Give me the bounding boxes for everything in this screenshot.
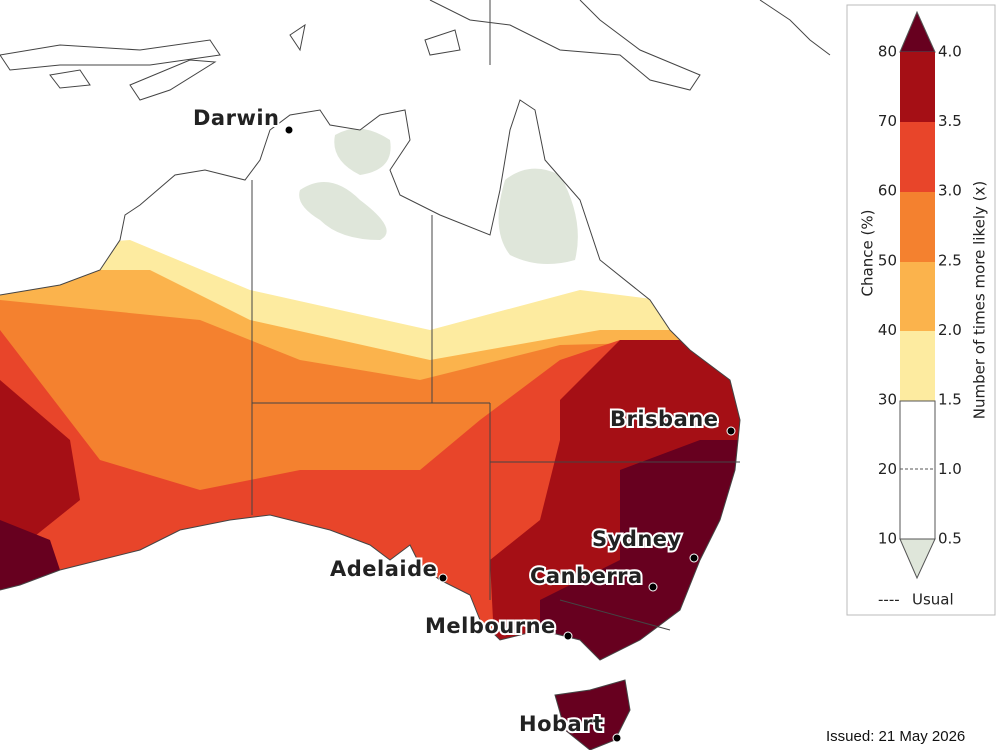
city-label: Canberra: [530, 564, 643, 588]
chance-tick-label: 60: [878, 182, 897, 200]
city-label: Hobart: [519, 712, 604, 736]
ratio-tick-label: 2.0: [938, 321, 962, 339]
legend-ticks: 80 70 60 50 40 30 20 10 4.0 3.5 3.0 2.5 2.0 1.5 1.0 0.5: [878, 43, 962, 548]
chance-tick-label: 40: [878, 321, 897, 339]
ratio-tick-label: 3.0: [938, 182, 962, 200]
legend-band: [900, 331, 935, 401]
chance-tick-label: 10: [878, 530, 897, 548]
city-label: Sydney: [592, 527, 682, 551]
city-label: Darwin: [193, 106, 280, 130]
chance-tick-label: 70: [878, 112, 897, 130]
chance-tick-label: 30: [878, 391, 897, 409]
legend: Chance (%) Number of times more likely (…: [846, 4, 996, 616]
city-dot: [563, 631, 573, 641]
state-borders: [251, 180, 740, 631]
legend-bottom-arrow: [899, 538, 936, 580]
ratio-tick-label: 2.5: [938, 251, 962, 269]
chance-tick-label: 20: [878, 460, 897, 478]
legend-band: [900, 192, 935, 262]
city-dot: [612, 733, 622, 743]
legend-usual-dash: ----: [878, 591, 900, 609]
chance-tick-label: 80: [878, 43, 897, 61]
legend-band: [900, 262, 935, 331]
ratio-tick-label: 4.0: [938, 43, 962, 61]
chance-tick-label: 50: [878, 251, 897, 269]
islands: [0, 0, 831, 101]
city-dot: [648, 582, 658, 592]
issued-date: Issued: 21 May 2026: [826, 728, 965, 745]
cities: Darwin Brisbane Sydney Canberra Adelaide Melb…: [191, 104, 736, 743]
city-dot: [689, 553, 699, 563]
legend-band: [899, 400, 936, 540]
city-label: Adelaide: [330, 557, 437, 581]
city-label: Brisbane: [610, 407, 718, 431]
city-dot: [284, 125, 294, 135]
legend-band: [900, 52, 935, 122]
city-label: Melbourne: [425, 614, 556, 638]
legend-chance-title: Chance (%): [859, 210, 877, 297]
legend-usual-label: Usual: [912, 591, 954, 609]
ratio-tick-label: 0.5: [938, 530, 962, 548]
legend-band: [900, 122, 935, 192]
ratio-tick-label: 1.5: [938, 391, 962, 409]
city-dot: [726, 426, 736, 436]
legend-ratio-title: Number of times more likely (x): [971, 181, 989, 419]
coastline: [0, 99, 741, 750]
city-dot: [438, 573, 448, 583]
ratio-tick-label: 1.0: [938, 460, 962, 478]
ratio-tick-label: 3.5: [938, 112, 962, 130]
